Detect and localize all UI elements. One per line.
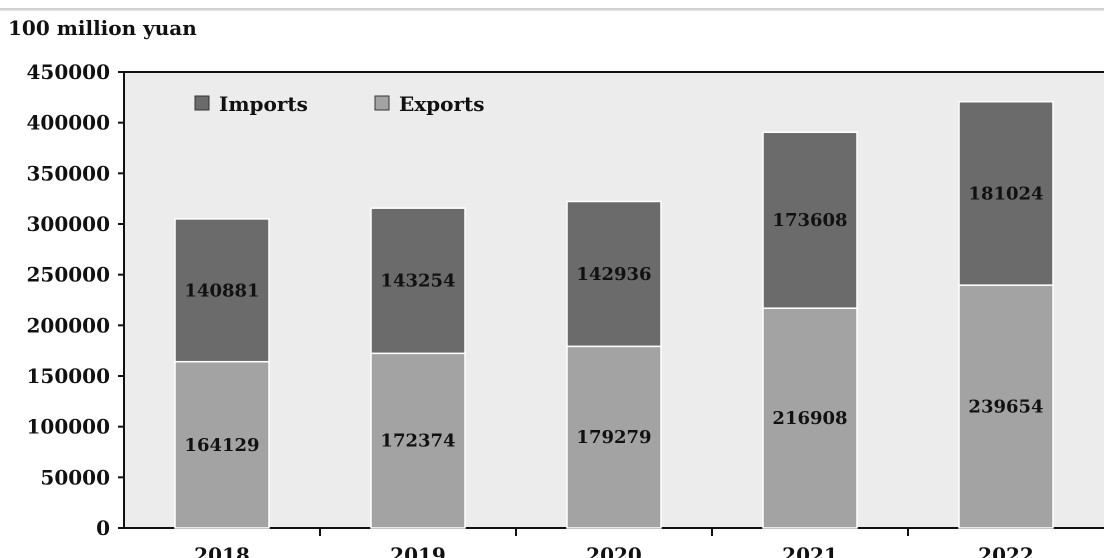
y-tick-label: 450000 bbox=[27, 60, 111, 84]
y-tick-label: 100000 bbox=[27, 415, 111, 439]
bar-exports-2021 bbox=[762, 307, 858, 529]
x-tick-label-2020: 2020 bbox=[586, 543, 642, 558]
x-tick-label-2018: 2018 bbox=[194, 543, 250, 558]
legend-label-imports: Imports bbox=[219, 92, 308, 116]
legend-label-exports: Exports bbox=[399, 92, 485, 116]
data-label-imports-2020: 142936 bbox=[576, 264, 651, 285]
bar-exports-2019 bbox=[370, 352, 466, 529]
bar-imports-2019 bbox=[370, 207, 466, 355]
y-tick-label: 250000 bbox=[27, 263, 111, 287]
x-tick-label-2019: 2019 bbox=[390, 543, 446, 558]
bar-imports-2021 bbox=[762, 131, 858, 309]
data-label-exports-2021: 216908 bbox=[772, 408, 847, 429]
data-label-exports-2018: 164129 bbox=[184, 435, 259, 456]
data-label-exports-2022: 239654 bbox=[968, 397, 1043, 418]
y-tick-label: 150000 bbox=[27, 364, 111, 388]
legend-swatch-exports bbox=[374, 95, 390, 111]
bar-imports-2020 bbox=[566, 200, 662, 348]
bar-exports-2022 bbox=[958, 284, 1054, 529]
y-tick-label: 300000 bbox=[27, 212, 111, 236]
bar-exports-2020 bbox=[566, 345, 662, 529]
bar-imports-2022 bbox=[958, 100, 1054, 286]
data-label-imports-2022: 181024 bbox=[968, 183, 1043, 204]
top-divider bbox=[0, 8, 1104, 11]
y-tick-label: 50000 bbox=[40, 465, 110, 489]
data-label-exports-2019: 172374 bbox=[380, 431, 455, 452]
bar-exports-2018 bbox=[174, 360, 270, 529]
legend-swatch-imports bbox=[194, 95, 210, 111]
data-label-imports-2018: 140881 bbox=[184, 280, 259, 301]
y-tick-label: 350000 bbox=[27, 161, 111, 185]
x-tick-label-2021: 2021 bbox=[782, 543, 838, 558]
data-label-imports-2021: 173608 bbox=[772, 210, 847, 231]
data-label-imports-2019: 143254 bbox=[380, 271, 455, 292]
y-tick-label: 0 bbox=[96, 516, 110, 540]
y-tick-label: 200000 bbox=[27, 313, 111, 337]
data-label-exports-2020: 179279 bbox=[576, 427, 651, 448]
y-axis-unit-label: 100 million yuan bbox=[8, 16, 197, 40]
x-tick-label-2022: 2022 bbox=[978, 543, 1034, 558]
y-tick-label: 400000 bbox=[27, 111, 111, 135]
bar-imports-2018 bbox=[174, 218, 270, 363]
